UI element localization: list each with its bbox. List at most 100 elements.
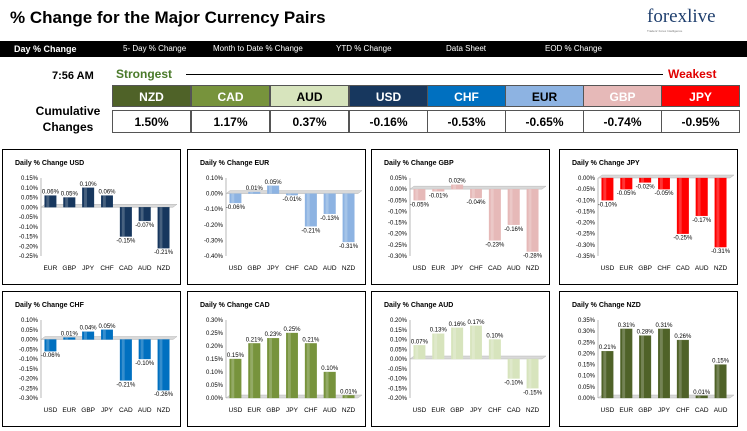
data-label: 0.05% bbox=[265, 180, 283, 186]
y-tick-label: 0.05% bbox=[206, 383, 224, 389]
currency-name: NZD bbox=[112, 85, 191, 107]
chart-title: Daily % Change AUD bbox=[384, 302, 453, 309]
bar bbox=[507, 188, 520, 225]
data-label: -0.05% bbox=[654, 191, 674, 197]
x-tick-label: GBP bbox=[62, 265, 76, 272]
data-label: -0.10% bbox=[135, 361, 155, 367]
bar bbox=[526, 188, 539, 252]
forexlive-logo[interactable]: forexlive Traders' Forex Intelligence bbox=[647, 6, 723, 38]
chart-floor bbox=[597, 174, 735, 179]
bar-body bbox=[714, 177, 727, 248]
nav-ytd-change[interactable]: YTD % Change bbox=[336, 44, 392, 53]
chart-panel-jpy: Daily % Change JPY 0.00% -0.05% -0.10% -0.15… bbox=[559, 149, 738, 285]
y-tick-label: 0.25% bbox=[206, 331, 224, 337]
nav-day-change[interactable]: Day % Change bbox=[14, 44, 77, 54]
x-tick-label: USD bbox=[44, 407, 58, 414]
x-tick-label: CHF bbox=[657, 265, 670, 272]
x-tick-label: AUD bbox=[714, 407, 728, 414]
currency-change: -0.74% bbox=[583, 110, 662, 133]
data-label: 0.01% bbox=[61, 332, 79, 338]
x-tick-label: AUD bbox=[323, 265, 337, 272]
bar-body bbox=[304, 193, 317, 227]
data-label: 0.21% bbox=[302, 337, 320, 343]
y-tick-label: -0.25% bbox=[576, 232, 596, 238]
bar-body bbox=[157, 339, 170, 391]
bar-highlight bbox=[528, 189, 532, 252]
bar bbox=[138, 339, 151, 360]
currency-change: -0.65% bbox=[505, 110, 584, 133]
bar-body bbox=[286, 193, 298, 196]
data-label: 0.06% bbox=[98, 190, 116, 196]
y-tick-label: -0.15% bbox=[388, 386, 408, 392]
x-tick-label: EUR bbox=[44, 265, 58, 272]
bar-body bbox=[658, 177, 670, 190]
bar-body bbox=[676, 177, 689, 234]
nav-month-to-date-change[interactable]: Month to Date % Change bbox=[213, 44, 303, 53]
y-tick-label: 0.00% bbox=[21, 205, 39, 211]
currency-name: GBP bbox=[583, 85, 662, 107]
y-tick-label: -0.05% bbox=[19, 347, 39, 353]
bar bbox=[304, 343, 317, 399]
bar-highlight bbox=[678, 178, 682, 234]
currency-card: AUD 0.37% bbox=[270, 85, 349, 133]
y-tick-label: 0.15% bbox=[21, 176, 39, 182]
chart-title: Daily % Change JPY bbox=[572, 160, 640, 167]
bar-highlight bbox=[325, 193, 329, 214]
bar-body bbox=[248, 343, 261, 399]
y-tick-label: -0.20% bbox=[388, 232, 408, 238]
x-tick-label: CHF bbox=[304, 407, 317, 414]
y-tick-label: 0.10% bbox=[578, 374, 596, 380]
x-tick-label: CHF bbox=[100, 265, 113, 272]
bar bbox=[714, 177, 727, 248]
data-label: 0.31% bbox=[655, 323, 673, 329]
bar bbox=[639, 177, 652, 183]
data-label: -0.05% bbox=[410, 202, 430, 208]
bar-highlight bbox=[622, 328, 626, 398]
bar-highlight bbox=[46, 339, 50, 352]
y-tick-label: 0.35% bbox=[578, 318, 596, 324]
nav-eod-change[interactable]: EOD % Change bbox=[545, 44, 602, 53]
data-label: -0.04% bbox=[466, 200, 486, 206]
y-tick-label: 0.00% bbox=[578, 396, 596, 402]
bar bbox=[82, 331, 95, 340]
nav-5-day-change[interactable]: 5- Day % Change bbox=[123, 44, 187, 53]
bar-highlight bbox=[140, 207, 144, 221]
currency-card: USD -0.16% bbox=[349, 85, 428, 133]
bar-highlight bbox=[415, 189, 419, 201]
bar-body bbox=[470, 325, 482, 360]
x-tick-label: JPY bbox=[267, 265, 280, 272]
data-label: -0.25% bbox=[673, 236, 693, 242]
x-tick-label: CAD bbox=[304, 265, 318, 272]
bar-highlight bbox=[250, 343, 254, 398]
bar bbox=[470, 325, 482, 360]
bar-highlight bbox=[102, 329, 106, 340]
y-tick-label: -0.05% bbox=[388, 367, 408, 373]
y-tick-label: -0.20% bbox=[388, 396, 408, 402]
data-label: -0.16% bbox=[504, 227, 524, 233]
data-label: -0.07% bbox=[135, 223, 155, 229]
bar-highlight bbox=[490, 339, 494, 359]
chart-panel-chf: Daily % Change CHF 0.10% 0.05% 0.00% -0.05% -… bbox=[2, 291, 181, 427]
bar bbox=[451, 327, 464, 360]
data-label: -0.01% bbox=[282, 197, 302, 203]
bar-highlight bbox=[306, 193, 310, 227]
bar bbox=[119, 207, 132, 237]
x-tick-label: GBP bbox=[450, 407, 464, 414]
bar-body bbox=[488, 339, 501, 360]
y-tick-label: -0.05% bbox=[388, 198, 408, 204]
bar bbox=[157, 339, 170, 391]
bar bbox=[601, 351, 614, 399]
bar-highlight bbox=[287, 193, 291, 196]
y-tick-label: 0.15% bbox=[390, 328, 408, 334]
x-tick-label: NZD bbox=[342, 265, 356, 272]
strongest-label: Strongest bbox=[116, 67, 173, 81]
y-tick-label: -0.40% bbox=[204, 254, 224, 260]
bar-highlight bbox=[716, 364, 720, 398]
nav-data-sheet[interactable]: Data Sheet bbox=[446, 44, 487, 53]
bar-highlight bbox=[84, 331, 87, 340]
chart-panel-gbp: Daily % Change GBP 0.05% 0.00% -0.05% -0.10%… bbox=[371, 149, 550, 285]
bar bbox=[658, 177, 670, 190]
data-label: -0.10% bbox=[504, 381, 524, 387]
data-label: -0.31% bbox=[339, 244, 359, 250]
bar-chart: Daily % Change USD0.15%0.10%0.05%0.00%-0… bbox=[15, 160, 178, 272]
